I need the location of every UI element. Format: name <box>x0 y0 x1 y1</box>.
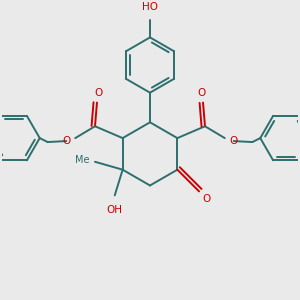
Text: O: O <box>230 136 238 146</box>
Text: O: O <box>203 194 211 204</box>
Text: O: O <box>62 136 70 146</box>
Text: O: O <box>197 88 205 98</box>
Text: HO: HO <box>142 2 158 12</box>
Text: O: O <box>95 88 103 98</box>
Text: OH: OH <box>107 205 123 215</box>
Text: Me: Me <box>75 155 89 165</box>
